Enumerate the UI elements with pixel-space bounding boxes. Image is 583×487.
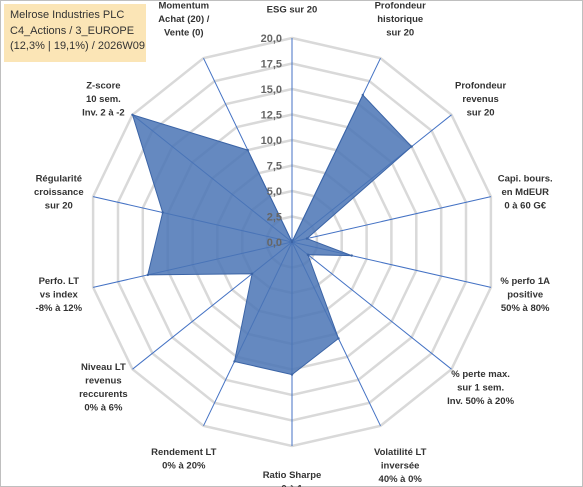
data-point-0 <box>290 240 294 244</box>
axis-label-3: Capi. bours. en MdEUR 0 à 60 G€ <box>498 173 553 211</box>
data-point-5 <box>306 253 310 256</box>
data-point-6 <box>337 337 340 340</box>
title-line-1: Melrose Industries PLC <box>10 9 125 21</box>
tick-label-6: 15,0 <box>261 84 282 96</box>
data-point-1 <box>361 93 364 97</box>
axis-label-0: NoteESG sur 20 <box>267 0 318 16</box>
spoke-5 <box>291 241 452 370</box>
data-point-8 <box>233 360 236 363</box>
tick-label-8: 20,0 <box>261 33 282 45</box>
data-point-11 <box>161 211 164 214</box>
tick-label-1: 2,5 <box>267 212 282 224</box>
axis-label-13: Momentum Achat (20) / Vente (0) <box>158 0 210 38</box>
axis-label-12: Z-score 10 sem. Inv. 2 à -2 <box>82 81 125 119</box>
title-line-3: (12,3% | 19,1%) / 2026W09 <box>10 40 145 52</box>
axis-label-8: Rendement LT 0% à 20% <box>151 447 216 472</box>
axis-label-5: % perte max. sur 1 sem. Inv. 50% à 20% <box>447 369 514 407</box>
data-point-12 <box>131 113 134 117</box>
tick-label-3: 7,5 <box>267 161 282 173</box>
tick-label-4: 10,0 <box>261 135 282 147</box>
axis-label-9: Niveau LT revenus reccurents 0% à 6% <box>79 362 128 414</box>
title-line-2: C4_Actions / 3_EUROPE <box>10 24 135 37</box>
data-point-2 <box>410 145 413 148</box>
tick-label-7: 17,5 <box>261 59 282 71</box>
axis-label-1: Profondeur historique sur 20 <box>375 0 426 38</box>
axis-label-2: Profondeur revenus sur 20 <box>455 81 506 119</box>
spoke-3 <box>291 196 492 243</box>
chart-title-box: Melrose Industries PLC C4_Actions / 3_EU… <box>4 4 146 62</box>
tick-label-0: 0,0 <box>267 237 282 249</box>
axis-label-4: % perfo 1A positive 50% à 80% <box>500 276 550 314</box>
tick-label-5: 12,5 <box>261 110 282 122</box>
data-point-3 <box>305 237 309 240</box>
axis-label-10: Perfo. LT vs index -8% à 12% <box>36 276 83 314</box>
data-point-10 <box>146 273 149 277</box>
data-point-4 <box>350 254 353 257</box>
axis-label-6: Volatilité LT inversée 40% à 0% <box>374 447 427 485</box>
data-point-9 <box>250 272 254 275</box>
data-point-13 <box>246 148 249 152</box>
data-point-7 <box>290 373 294 376</box>
tick-label-2: 5,0 <box>267 186 282 198</box>
axis-label-7: Ratio Sharpe0 à 1 <box>263 470 322 487</box>
axis-label-11: Régularité croissance sur 20 <box>34 173 84 211</box>
